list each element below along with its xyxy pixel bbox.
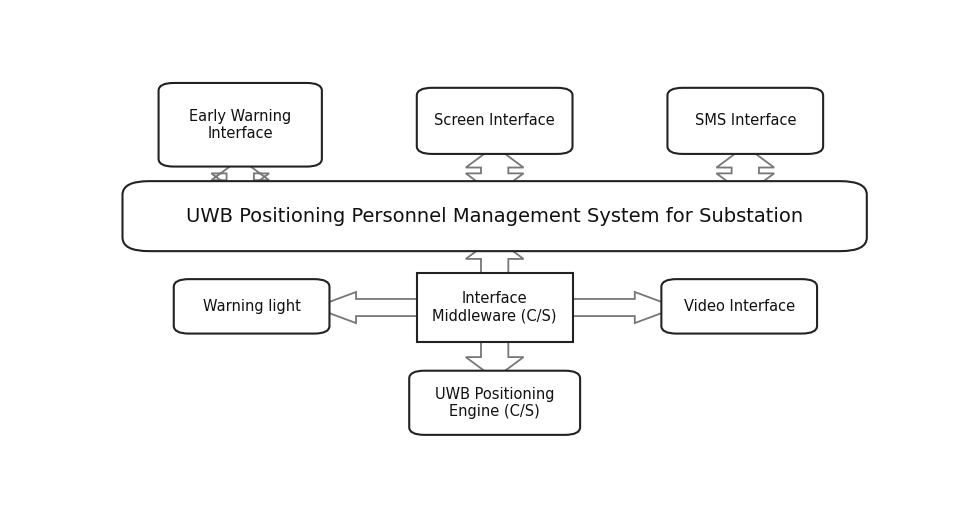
FancyBboxPatch shape [122, 181, 866, 251]
Text: Video Interface: Video Interface [684, 299, 795, 314]
FancyBboxPatch shape [416, 88, 572, 154]
Polygon shape [466, 237, 523, 277]
Polygon shape [212, 159, 270, 195]
FancyBboxPatch shape [667, 88, 823, 154]
Text: Early Warning
Interface: Early Warning Interface [189, 109, 291, 141]
Polygon shape [466, 338, 523, 378]
Text: Warning light: Warning light [203, 299, 301, 314]
Text: UWB Positioning Personnel Management System for Substation: UWB Positioning Personnel Management Sys… [186, 207, 804, 226]
FancyBboxPatch shape [410, 371, 580, 435]
Text: SMS Interface: SMS Interface [695, 113, 796, 128]
Polygon shape [716, 146, 774, 195]
FancyBboxPatch shape [662, 279, 817, 334]
FancyBboxPatch shape [416, 274, 572, 341]
Polygon shape [564, 292, 676, 323]
FancyBboxPatch shape [159, 83, 321, 167]
Text: Interface
Middleware (C/S): Interface Middleware (C/S) [432, 291, 557, 324]
Polygon shape [315, 292, 424, 323]
Text: Screen Interface: Screen Interface [434, 113, 555, 128]
FancyBboxPatch shape [173, 279, 329, 334]
Polygon shape [466, 146, 523, 195]
Text: UWB Positioning
Engine (C/S): UWB Positioning Engine (C/S) [435, 387, 555, 419]
